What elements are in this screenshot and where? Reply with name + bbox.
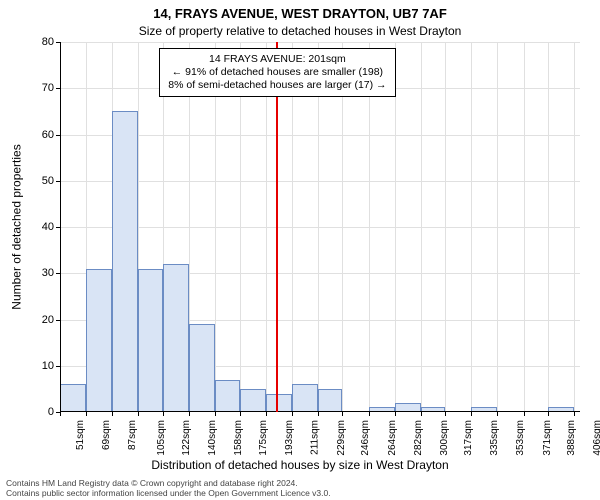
x-tick-mark <box>445 412 446 416</box>
gridline-vertical <box>497 42 498 412</box>
x-tick-mark <box>163 412 164 416</box>
y-tick-label: 60 <box>42 129 54 141</box>
gridline-vertical <box>240 42 241 412</box>
x-tick-mark <box>292 412 293 416</box>
x-tick-label: 246sqm <box>360 420 371 456</box>
x-tick-label: 140sqm <box>207 420 218 456</box>
x-tick-label: 51sqm <box>75 420 86 450</box>
y-tick-label: 50 <box>42 175 54 187</box>
x-tick-mark <box>138 412 139 416</box>
x-tick-label: 264sqm <box>386 420 397 456</box>
x-tick-label: 193sqm <box>283 420 294 456</box>
x-tick-mark <box>548 412 549 416</box>
footer-attribution: Contains HM Land Registry data © Crown c… <box>6 479 594 498</box>
x-tick-label: 87sqm <box>127 420 138 450</box>
histogram-bar <box>60 384 86 412</box>
x-axis-label: Distribution of detached houses by size … <box>0 458 600 472</box>
annotation-line: ← 91% of detached houses are smaller (19… <box>168 66 386 79</box>
x-tick-mark <box>471 412 472 416</box>
histogram-bar <box>266 394 292 413</box>
x-tick-mark <box>112 412 113 416</box>
x-tick-mark <box>342 412 343 416</box>
gridline-vertical <box>524 42 525 412</box>
annotation-box: 14 FRAYS AVENUE: 201sqm← 91% of detached… <box>159 48 395 97</box>
y-axis-label: Number of detached properties <box>10 42 24 412</box>
histogram-bar <box>138 269 163 412</box>
histogram-bar <box>112 111 138 412</box>
histogram-bar <box>215 380 240 412</box>
x-tick-mark <box>215 412 216 416</box>
x-tick-mark <box>524 412 525 416</box>
y-axis-label-text: Number of detached properties <box>10 144 24 309</box>
x-tick-mark <box>318 412 319 416</box>
gridline-vertical <box>342 42 343 412</box>
gridline-vertical <box>266 42 267 412</box>
x-tick-label: 105sqm <box>156 420 167 456</box>
x-tick-mark <box>240 412 241 416</box>
x-tick-label: 282sqm <box>412 420 423 456</box>
annotation-line: 8% of semi-detached houses are larger (1… <box>168 79 386 92</box>
x-tick-label: 69sqm <box>101 420 112 450</box>
x-tick-mark <box>421 412 422 416</box>
histogram-bar <box>189 324 215 412</box>
gridline-vertical <box>574 42 575 412</box>
x-tick-label: 211sqm <box>309 420 320 455</box>
x-tick-label: 388sqm <box>566 420 577 456</box>
x-tick-mark <box>395 412 396 416</box>
gridline-vertical <box>395 42 396 412</box>
gridline-vertical <box>548 42 549 412</box>
y-tick-label: 0 <box>48 406 54 418</box>
gridline-vertical <box>369 42 370 412</box>
x-tick-mark <box>497 412 498 416</box>
x-tick-label: 317sqm <box>463 420 474 456</box>
x-tick-label: 300sqm <box>438 420 449 456</box>
y-tick-label: 70 <box>42 82 54 94</box>
plot-area: 0102030405060708051sqm69sqm87sqm105sqm12… <box>60 42 580 412</box>
x-tick-label: 175sqm <box>257 420 268 456</box>
x-tick-mark <box>574 412 575 416</box>
histogram-bar <box>240 389 266 412</box>
x-tick-label: 122sqm <box>181 420 192 456</box>
y-tick-label: 80 <box>42 36 54 48</box>
x-tick-mark <box>369 412 370 416</box>
x-tick-mark <box>60 412 61 416</box>
gridline-vertical <box>471 42 472 412</box>
x-tick-label: 371sqm <box>541 420 552 456</box>
gridline-vertical <box>318 42 319 412</box>
chart-title: 14, FRAYS AVENUE, WEST DRAYTON, UB7 7AF <box>0 6 600 21</box>
annotation-line: 14 FRAYS AVENUE: 201sqm <box>168 53 386 66</box>
y-tick-label: 20 <box>42 314 54 326</box>
y-axis-line <box>60 42 61 412</box>
x-tick-label: 229sqm <box>336 420 347 456</box>
x-tick-label: 353sqm <box>515 420 526 456</box>
y-tick-label: 10 <box>42 360 54 372</box>
gridline-vertical <box>421 42 422 412</box>
x-axis-line <box>60 411 580 412</box>
y-tick-label: 30 <box>42 267 54 279</box>
x-tick-mark <box>266 412 267 416</box>
histogram-bar <box>318 389 343 412</box>
x-tick-label: 406sqm <box>592 420 600 456</box>
histogram-bar <box>163 264 189 412</box>
x-tick-label: 335sqm <box>489 420 500 456</box>
chart-container: 14, FRAYS AVENUE, WEST DRAYTON, UB7 7AF … <box>0 0 600 500</box>
gridline-vertical <box>445 42 446 412</box>
footer-line-2: Contains public sector information licen… <box>6 489 594 498</box>
histogram-bar <box>86 269 112 412</box>
x-tick-mark <box>86 412 87 416</box>
gridline-vertical <box>292 42 293 412</box>
gridline-vertical <box>215 42 216 412</box>
marker-line <box>276 42 278 412</box>
histogram-bar <box>292 384 318 412</box>
x-tick-label: 158sqm <box>233 420 244 456</box>
y-tick-label: 40 <box>42 221 54 233</box>
x-tick-mark <box>189 412 190 416</box>
chart-subtitle: Size of property relative to detached ho… <box>0 24 600 38</box>
